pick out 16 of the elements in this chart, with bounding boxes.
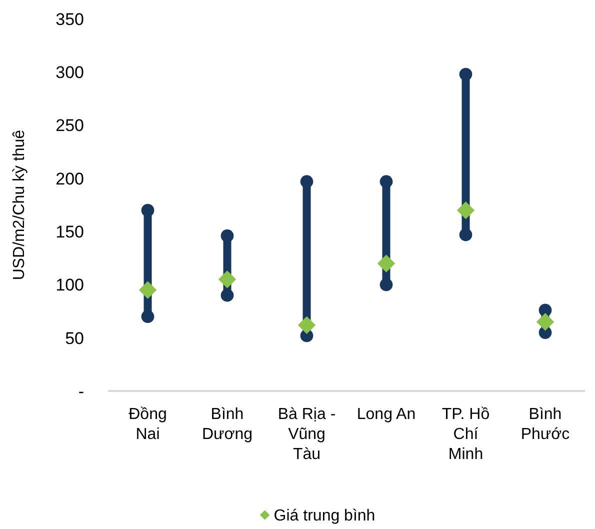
y-tick-label: 200: [56, 169, 84, 188]
y-tick-label: -: [78, 382, 84, 401]
x-tick-label: Bình Dương: [202, 406, 253, 443]
y-tick-label: 100: [56, 276, 84, 295]
y-tick-label: 50: [65, 328, 84, 348]
y-tick-label: 350: [56, 10, 84, 29]
legend-label: Giá trung bình: [274, 508, 376, 525]
x-tick-label: Bà Rịa - Vũng Tàu: [278, 406, 336, 463]
x-tick-label: Bình Phước: [520, 406, 570, 443]
y-axis-title: USD/m2/Chu kỳ thuê: [11, 130, 28, 280]
x-tick-label: Đồng Nai: [128, 406, 167, 443]
x-tick-label: TP. Hồ Chí Minh: [442, 406, 490, 463]
x-tick-label: Long An: [356, 406, 416, 423]
y-tick-label: 300: [56, 63, 84, 82]
y-tick-label: 250: [56, 116, 84, 136]
y-tick-label: 150: [56, 222, 84, 242]
